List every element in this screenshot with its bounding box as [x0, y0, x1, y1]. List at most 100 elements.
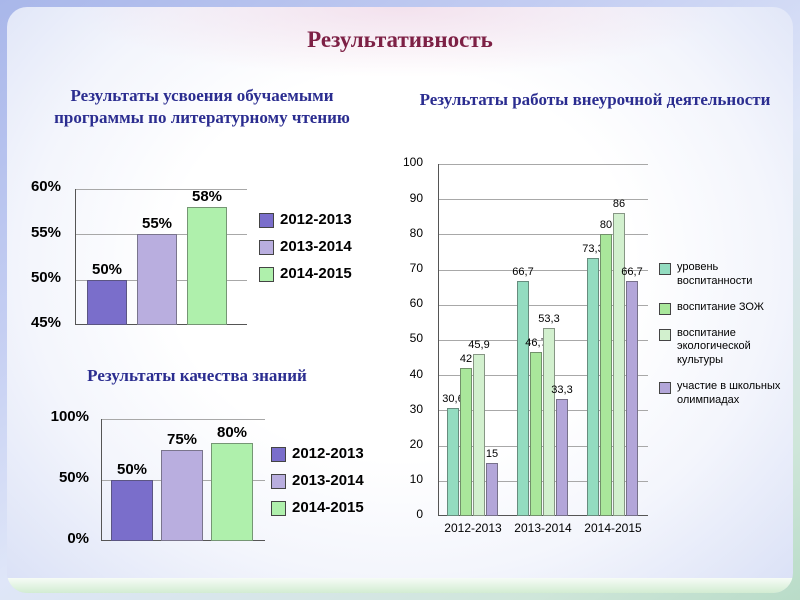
bar: [473, 354, 485, 516]
legend-swatch: [271, 447, 286, 462]
bar: [626, 281, 638, 516]
y-axis: [101, 419, 102, 541]
bar-value-label: 80: [599, 219, 613, 232]
bar: [161, 449, 203, 541]
legend: уровень воспитанности воспитание ЗОЖ воспи…: [659, 261, 789, 419]
legend-item: 2012-2013: [259, 211, 383, 230]
slide-background: Результативность Результаты усвоения обу…: [7, 7, 793, 593]
bar-value-label: 30,6: [442, 393, 464, 406]
page-title: Результативность: [307, 27, 493, 52]
y-axis-tick-label: 50: [409, 331, 423, 346]
bar-value-label: 50%: [116, 461, 148, 478]
legend-label: воспитание ЗОЖ: [677, 300, 764, 313]
y-axis-tick-label: 10: [409, 472, 423, 487]
y-axis-tick-label: 50%: [30, 268, 61, 286]
bar: [517, 281, 529, 516]
gridline: [438, 269, 648, 271]
legend: 2012-2013 2013-2014 2014-2015: [259, 211, 383, 291]
y-axis-tick-label: 0: [416, 507, 423, 522]
bar-value-label: 42: [459, 353, 473, 366]
legend-swatch: [259, 266, 274, 282]
gridline: [438, 304, 648, 306]
chart-title-literary-reading: Результаты усвоения обучаемыми программы…: [54, 86, 350, 128]
legend-swatch: [659, 263, 671, 275]
legend-swatch: [659, 302, 671, 315]
y-axis-tick-label: 55%: [30, 223, 61, 241]
legend-label: 2013-2014: [292, 471, 364, 489]
plot-area: 30,6 42 45,9 15 66,7 46,7 53,3 33,3 73,3 80 86 66,7: [438, 164, 648, 516]
bar-chart-extracurricular: 30,6 42 45,9 15 66,7 46,7 53,3 33,3 73,3 80 86 66,7…: [393, 149, 791, 579]
legend-swatch: [659, 381, 671, 394]
bar: [556, 398, 568, 516]
bar-value-label: 66,7: [621, 266, 643, 279]
bar: [111, 480, 153, 541]
bar-value-label: 53,3: [538, 313, 560, 326]
bar: [87, 279, 127, 325]
bar-value-label: 45,9: [468, 339, 490, 352]
gridline: [75, 189, 247, 190]
x-axis-label: 2014-2015: [584, 521, 642, 535]
legend-label: 2014-2015: [292, 498, 364, 516]
chart-title-knowledge-quality: Результаты качества знаний: [87, 366, 307, 385]
y-axis-tick-label: 80: [409, 225, 423, 240]
legend-label: 2013-2014: [280, 237, 352, 255]
gridline: [438, 199, 648, 201]
y-axis-tick-label: 0%: [67, 530, 89, 548]
y-axis-tick-label: 45%: [30, 314, 61, 332]
legend-item: 2013-2014: [259, 238, 383, 257]
bar-value-label: 33,3: [551, 383, 573, 396]
slide-footer-decoration: [7, 578, 793, 593]
y-axis-tick-label: 60%: [30, 178, 61, 196]
y-axis-tick-label: 50%: [58, 469, 89, 487]
bar-value-label: 55%: [141, 215, 173, 233]
legend-item: воспитание экологической культуры: [659, 327, 789, 368]
bar: [211, 443, 253, 541]
legend-label: участие в школьных олимпиадах: [677, 379, 781, 406]
bar: [447, 408, 459, 516]
bar: [486, 463, 498, 516]
gridline: [438, 164, 648, 165]
y-axis: [75, 189, 76, 325]
bar-value-label: 15: [485, 448, 499, 461]
y-axis-tick-label: 90: [409, 190, 423, 205]
bar-value-label: 66,7: [512, 266, 534, 279]
legend-swatch: [659, 328, 671, 341]
bar-value-label: 58%: [191, 188, 223, 206]
y-axis-tick-label: 70: [409, 260, 423, 275]
chart-title-extracurricular: Результаты работы внеурочной деятельност…: [419, 90, 771, 109]
bar-value-label: 46,7: [525, 336, 547, 349]
y-axis: [438, 164, 439, 516]
y-axis-tick-label: 100: [402, 155, 423, 170]
y-axis-tick-label: 30: [409, 401, 423, 416]
legend-item: 2012-2013: [271, 445, 391, 464]
legend-swatch: [271, 500, 286, 516]
x-axis-label: 2013-2014: [514, 521, 572, 535]
legend-swatch: [259, 239, 274, 255]
legend-label: 2012-2013: [280, 211, 352, 228]
plot-area: 50% 55% 58%: [75, 188, 247, 325]
bar: [587, 257, 599, 516]
plot-area: 50% 75% 80%: [101, 419, 265, 541]
bar: [613, 213, 625, 516]
legend-item: участие в школьных олимпиадах: [659, 380, 789, 408]
y-axis-tick-label: 100%: [50, 408, 89, 426]
bar-value-label: 80%: [216, 424, 248, 442]
y-axis-tick-label: 40: [409, 366, 423, 381]
bar: [600, 234, 612, 516]
x-axis-label: 2012-2013: [444, 521, 502, 535]
bar: [137, 234, 177, 325]
y-axis-tick-label: 60: [409, 296, 423, 311]
gridline: [101, 419, 265, 420]
legend: 2012-2013 2013-2014 2014-2015: [271, 445, 391, 525]
legend-item: 2013-2014: [271, 472, 391, 491]
bar: [187, 207, 227, 325]
legend-swatch: [271, 473, 286, 489]
legend-item: 2014-2015: [271, 499, 391, 518]
legend-item: 2014-2015: [259, 265, 383, 284]
legend-label: 2012-2013: [292, 445, 364, 462]
legend-label: 2014-2015: [280, 264, 352, 282]
bar-value-label: 75%: [166, 430, 198, 448]
legend-swatch: [259, 213, 274, 228]
legend-item: воспитание ЗОЖ: [659, 301, 789, 315]
